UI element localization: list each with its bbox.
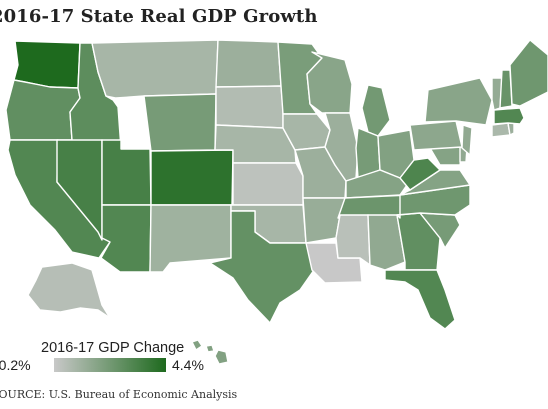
state-sd[interactable] [215,85,284,129]
state-nh[interactable] [499,69,513,109]
state-ak[interactable] [27,262,111,319]
state-wy[interactable] [143,93,217,152]
state-pa[interactable] [409,120,463,151]
state-ct[interactable] [491,122,511,138]
legend-gradient-bar [54,358,166,372]
state-md[interactable] [429,146,463,166]
state-wv[interactable] [399,157,441,191]
legend-min-label: -0.2% [0,357,31,373]
state-ms[interactable] [335,214,371,266]
map-title: 2016-17 State Real GDP Growth [0,6,318,27]
state-wa[interactable] [13,40,81,89]
state-nd[interactable] [215,39,282,88]
state-ut[interactable] [101,139,152,206]
legend-title: 2016-17 GDP Change [41,340,185,356]
legend-color-scale [54,358,166,372]
state-az[interactable] [100,204,152,273]
source-note: SOURCE: U.S. Bureau of Economic Analysis [0,388,238,401]
state-wi[interactable] [306,51,353,114]
state-al[interactable] [367,214,406,271]
state-mi[interactable] [361,84,391,137]
state-ny[interactable] [424,77,493,126]
legend-max-label: 4.4% [172,357,204,373]
state-or[interactable] [5,79,81,141]
state-ks[interactable] [232,162,304,206]
state-me[interactable] [509,39,548,107]
state-va[interactable] [399,169,471,196]
state-vt[interactable] [491,77,503,111]
state-nj[interactable] [461,124,473,156]
state-co[interactable] [150,149,234,206]
state-fl[interactable] [384,269,456,330]
state-ma[interactable] [493,107,525,125]
state-mt[interactable] [91,39,219,99]
state-hi[interactable] [191,339,229,365]
state-nv[interactable] [56,139,103,241]
state-tx[interactable] [209,210,315,324]
